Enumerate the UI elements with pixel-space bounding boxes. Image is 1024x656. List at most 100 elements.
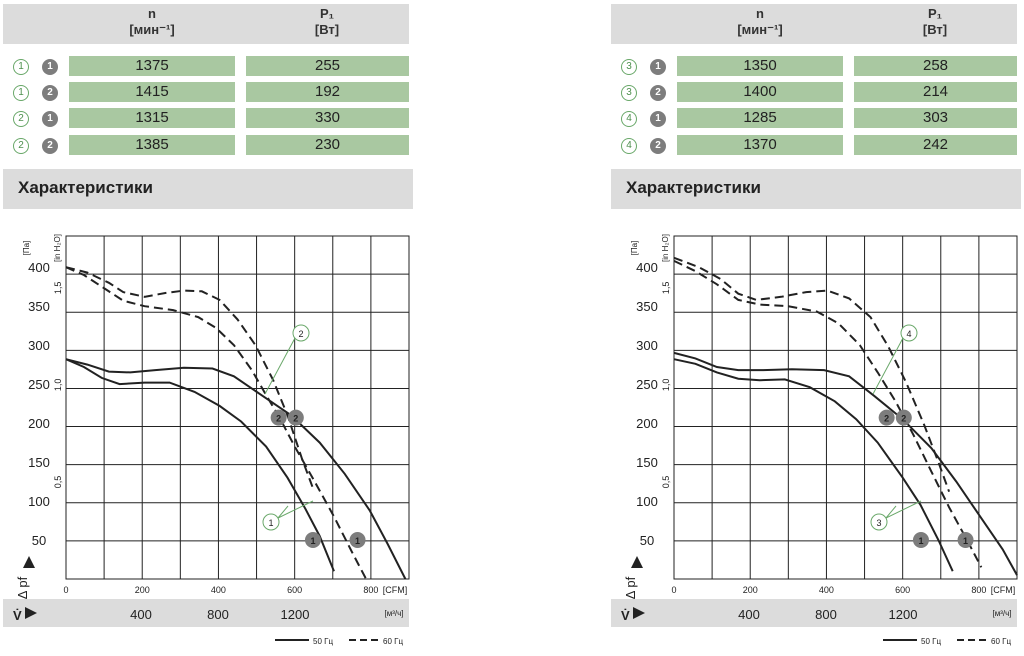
operating-point-marker	[912, 532, 929, 549]
y-tick-label: 250	[636, 377, 658, 392]
power-value: 230	[246, 135, 409, 155]
mode-badge: 1	[42, 111, 58, 127]
x-tick-label-cfm: 400	[211, 585, 226, 595]
section-heading: Характеристики	[3, 169, 413, 209]
operating-point-label: 1	[918, 536, 923, 546]
power-value: 192	[246, 82, 409, 102]
speed-value: 1385	[69, 135, 235, 155]
y-tick-label: 50	[32, 533, 46, 548]
operating-point-label: 1	[310, 536, 315, 546]
operating-point-label: 2	[901, 414, 906, 424]
y-tick-label: 200	[28, 416, 50, 431]
power-value: 242	[854, 135, 1017, 155]
mode-badge: 2	[650, 138, 666, 154]
speed-value: 1315	[69, 108, 235, 128]
table-header: n [мин⁻¹] P₁ [Вт]	[611, 4, 1017, 44]
curve-60hz	[65, 266, 314, 488]
y2-tick-label: 1,0	[53, 379, 63, 392]
speed-value: 1400	[677, 82, 843, 102]
table-row: 1 2 1415 192	[3, 82, 409, 104]
y2-tick-label: 1,5	[53, 282, 63, 295]
y-tick-label: 250	[28, 377, 50, 392]
operating-point-marker	[895, 409, 912, 426]
header-n: n [мин⁻¹]	[129, 6, 175, 37]
y-tick-label: 400	[28, 260, 50, 275]
performance-chart-left: 50 100 150 200 250 300 350 400 0,5 1,0 1,5 [Па] [in …	[3, 234, 410, 646]
curve-60hz	[673, 259, 983, 568]
callout-leader	[277, 505, 289, 519]
legend-dashed-label: 60 Гц	[991, 637, 1011, 646]
y2-tick-label: 1,0	[661, 379, 671, 392]
curve-60hz	[673, 256, 951, 493]
power-value: 214	[854, 82, 1017, 102]
operating-point-marker	[270, 409, 287, 426]
mode-badge: 1	[650, 111, 666, 127]
x-tick-label-m3h: 400	[130, 607, 152, 622]
y-unit-label: [Па]	[630, 241, 639, 256]
table-row: 3 2 1400 214	[611, 82, 1017, 104]
section-title: Характеристики	[626, 178, 761, 197]
curve-50hz	[65, 358, 407, 580]
power-value: 258	[854, 56, 1017, 76]
curve-callout-label: 4	[906, 329, 911, 339]
mode-badge: 1	[42, 59, 58, 75]
x-tick-label-m3h: 800	[815, 607, 837, 622]
y2-tick-label: 0,5	[53, 476, 63, 489]
curve-callout-label: 3	[876, 518, 881, 528]
operating-point-marker	[287, 409, 304, 426]
operating-point-marker	[957, 532, 974, 549]
curve-badge: 3	[621, 85, 637, 101]
operating-point-marker	[304, 532, 321, 549]
panel-right: n [мин⁻¹] P₁ [Вт] 3 1 1350 258 3 2 1400 …	[611, 0, 1021, 656]
power-value: 303	[854, 108, 1017, 128]
table-row: 1 1 1375 255	[3, 56, 409, 78]
x-axis-label: V̇	[13, 608, 22, 623]
x-tick-label-cfm: 0	[671, 585, 676, 595]
section-title: Характеристики	[18, 178, 153, 197]
header-n: n [мин⁻¹]	[737, 6, 783, 37]
x-tick-label-cfm: 600	[895, 585, 910, 595]
x-unit-label-cfm: [CFM]	[991, 585, 1016, 595]
speed-value: 1285	[677, 108, 843, 128]
curve-badge: 4	[621, 111, 637, 127]
table-row: 4 1 1285 303	[611, 108, 1017, 130]
x-unit-label-m3h: [м³/ч]	[385, 609, 404, 618]
curve-callout	[292, 324, 310, 342]
y-axis-arrow-icon	[631, 556, 643, 568]
panel-left: n [мин⁻¹] P₁ [Вт] 1 1 1375 255 1 2 1415 …	[3, 0, 413, 656]
curve-badge: 3	[621, 59, 637, 75]
m3h-axis-band	[3, 599, 409, 627]
legend-solid-label: 50 Гц	[921, 637, 941, 646]
curve-50hz	[673, 358, 954, 572]
y-tick-label: 150	[636, 455, 658, 470]
y-unit-label: [Па]	[22, 241, 31, 256]
y-tick-label: 50	[640, 533, 654, 548]
y2-tick-label: 0,5	[661, 476, 671, 489]
curve-badge: 1	[13, 85, 29, 101]
curve-callout	[870, 513, 888, 531]
table-header: n [мин⁻¹] P₁ [Вт]	[3, 4, 409, 44]
y-tick-label: 100	[636, 494, 658, 509]
operating-point-label: 2	[293, 414, 298, 424]
mode-badge: 1	[650, 59, 666, 75]
y-tick-label: 400	[636, 260, 658, 275]
y-axis-label: Δ pf	[15, 576, 30, 599]
y-tick-label: 350	[28, 299, 50, 314]
legend-dashed-label: 60 Гц	[383, 637, 403, 646]
plot-frame	[673, 235, 1018, 580]
y2-tick-label: 1,5	[661, 282, 671, 295]
curve-badge: 2	[13, 111, 29, 127]
y-tick-label: 300	[636, 338, 658, 353]
operating-point-marker	[878, 409, 895, 426]
operating-point-label: 2	[276, 414, 281, 424]
x-tick-label-cfm: 400	[819, 585, 834, 595]
x-unit-label-cfm: [CFM]	[383, 585, 408, 595]
callout-leader	[885, 500, 922, 519]
speed-value: 1375	[69, 56, 235, 76]
x-axis-label: V̇	[621, 608, 630, 623]
y-axis-arrow-icon	[23, 556, 35, 568]
callout-leader	[277, 500, 314, 519]
operating-point-label: 2	[884, 414, 889, 424]
x-tick-label-m3h: 1200	[281, 607, 310, 622]
y-tick-label: 200	[636, 416, 658, 431]
